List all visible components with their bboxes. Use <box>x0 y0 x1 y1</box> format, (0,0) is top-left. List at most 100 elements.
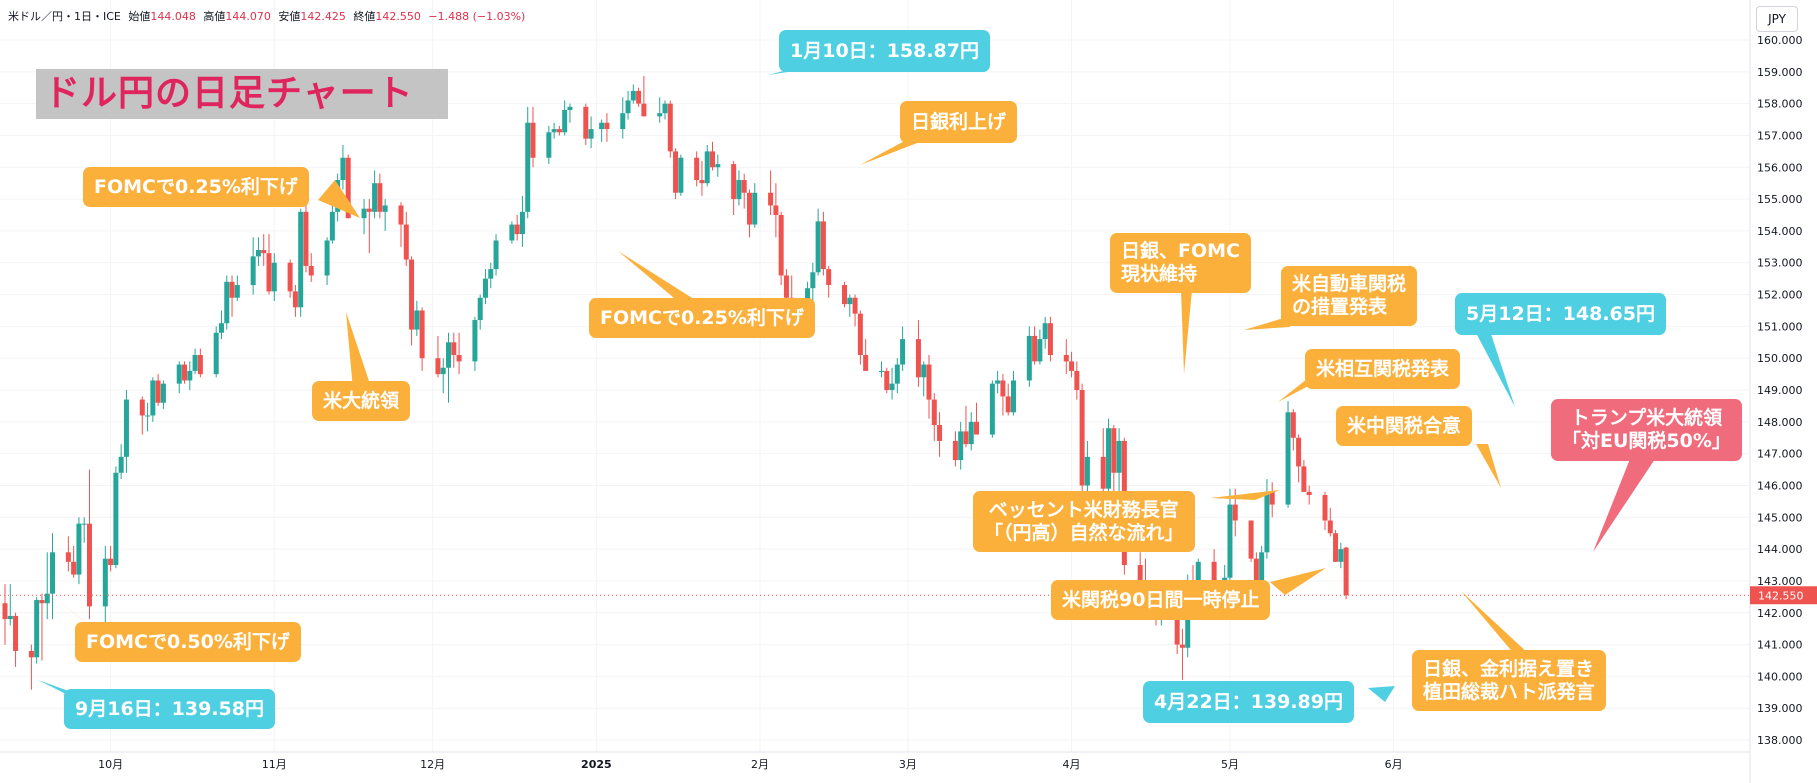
candle-body <box>588 129 594 139</box>
candle-body <box>509 224 515 241</box>
annotation-trump-eu: トランプ米大統領 「対EU関税50%」 <box>1551 399 1742 461</box>
y-tick-label: 157.000 <box>1757 129 1803 142</box>
candle-body <box>292 291 298 308</box>
candle-body <box>1211 561 1217 585</box>
candle-body <box>65 552 71 562</box>
candle-body <box>1079 390 1085 486</box>
candle-body <box>287 262 293 292</box>
candle-body <box>1338 549 1344 562</box>
annotation-bessent: ベッセント米財務長官 「（円高）自然な流れ」 <box>973 491 1195 552</box>
y-tick-label: 152.000 <box>1757 289 1803 302</box>
annotation-line: 米自動車関税 <box>1292 273 1407 295</box>
y-tick-label: 156.000 <box>1757 161 1803 174</box>
y-tick-label: 145.000 <box>1757 511 1803 524</box>
y-tick-label: 160.000 <box>1757 34 1803 47</box>
open-value: 144.048 <box>150 10 196 23</box>
candle-body <box>250 256 256 286</box>
annotation-pointer <box>1244 317 1290 330</box>
annotation-auto-tariff: 米自動車関税 の措置発表 <box>1281 266 1418 326</box>
candle-body <box>810 272 816 289</box>
candle-body <box>704 151 710 184</box>
annotation-pointer <box>1210 490 1280 500</box>
annotation-sep16-low: 9月16日：139.58円 <box>64 689 275 729</box>
chart-title: ドル円の日足チャート <box>36 69 448 119</box>
candle-body <box>1322 495 1328 521</box>
candle-body <box>863 355 869 371</box>
candle-body <box>820 221 826 270</box>
candle-body <box>155 380 161 403</box>
candle-body <box>884 370 890 391</box>
candle-body <box>1285 412 1291 505</box>
y-tick-label: 138.000 <box>1757 734 1803 747</box>
candle-body <box>636 90 642 104</box>
candle-body <box>1306 491 1312 496</box>
candle-body <box>900 339 906 365</box>
annotation-fomc-dec: FOMCで0.25%利下げ <box>589 298 815 338</box>
annotation-boj-hike: 日銀利上げ <box>900 101 1018 143</box>
annotation-pointer <box>346 312 372 390</box>
candle-body <box>710 151 716 168</box>
candle-body <box>213 332 219 375</box>
candle-body <box>218 323 224 333</box>
candle-body <box>731 164 737 200</box>
candle-body <box>1116 440 1122 473</box>
candle-body <box>667 103 673 152</box>
candle-body <box>28 650 34 658</box>
currency-selector[interactable]: JPY <box>1756 6 1798 32</box>
annotation-pointer <box>1476 444 1501 488</box>
candle-body <box>472 320 478 362</box>
y-tick-label: 141.000 <box>1757 639 1803 652</box>
candle-body <box>1290 412 1296 438</box>
annotation-reciprocal-tariff: 米相互関税発表 <box>1305 349 1461 389</box>
y-tick-label: 158.000 <box>1757 98 1803 111</box>
symbol-ohlc-header: 米ドル／円・1日・ICE 始値144.048 高値144.070 安値142.4… <box>8 8 525 24</box>
candle-body <box>308 265 314 276</box>
annotation-line: 「対EU関税50%」 <box>1562 430 1731 452</box>
candle-body <box>1032 335 1038 362</box>
annotation-jan10-high: 1月10日：158.87円 <box>779 30 990 72</box>
annotation-pointers <box>38 70 1655 702</box>
candle-body <box>451 342 457 356</box>
candle-body <box>599 122 605 130</box>
y-tick-label: 159.000 <box>1757 66 1803 79</box>
last-price-tag-box <box>1750 586 1817 605</box>
annotation-pointer <box>1593 459 1655 552</box>
x-tick-label: 2月 <box>751 758 769 771</box>
candle-body <box>234 285 240 298</box>
candle-body <box>76 523 82 575</box>
candle-body <box>931 399 937 426</box>
candle-body <box>398 205 404 225</box>
last-price-tag-label: 142.550 <box>1758 589 1804 602</box>
annotation-line: 植田総裁ハト派発言 <box>1423 680 1595 703</box>
candle-body <box>768 192 774 206</box>
candle-body <box>123 399 129 457</box>
y-tick-label: 151.000 <box>1757 320 1803 333</box>
candle-body <box>673 151 679 193</box>
candle-body <box>878 370 884 372</box>
candle-body <box>1005 396 1011 413</box>
candle-body <box>50 552 56 594</box>
candle-body <box>477 297 483 321</box>
close-label: 終値 <box>353 10 376 23</box>
annotation-fomc-nov: FOMCで0.25%利下げ <box>83 167 309 207</box>
annotation-pointer <box>1270 568 1326 595</box>
candle-body <box>1248 520 1254 559</box>
candle-body <box>1227 504 1233 578</box>
high-value: 144.070 <box>225 10 271 23</box>
annotation-pointer <box>1181 290 1192 374</box>
candle-body <box>1100 456 1106 489</box>
candle-body <box>937 425 943 441</box>
x-tick-label: 3月 <box>899 758 917 771</box>
candle-body <box>525 122 531 212</box>
candle-body <box>746 192 752 225</box>
annotation-pointer <box>318 180 360 218</box>
candle-body <box>2 603 8 620</box>
candle-body <box>1026 335 1032 381</box>
candle-body <box>1174 606 1180 645</box>
low-label: 安値 <box>278 10 301 23</box>
x-tick-label: 11月 <box>262 758 287 771</box>
candle-body <box>403 224 409 260</box>
candle-body <box>298 211 304 308</box>
candle-body <box>81 523 87 525</box>
candle-body <box>1232 504 1238 521</box>
